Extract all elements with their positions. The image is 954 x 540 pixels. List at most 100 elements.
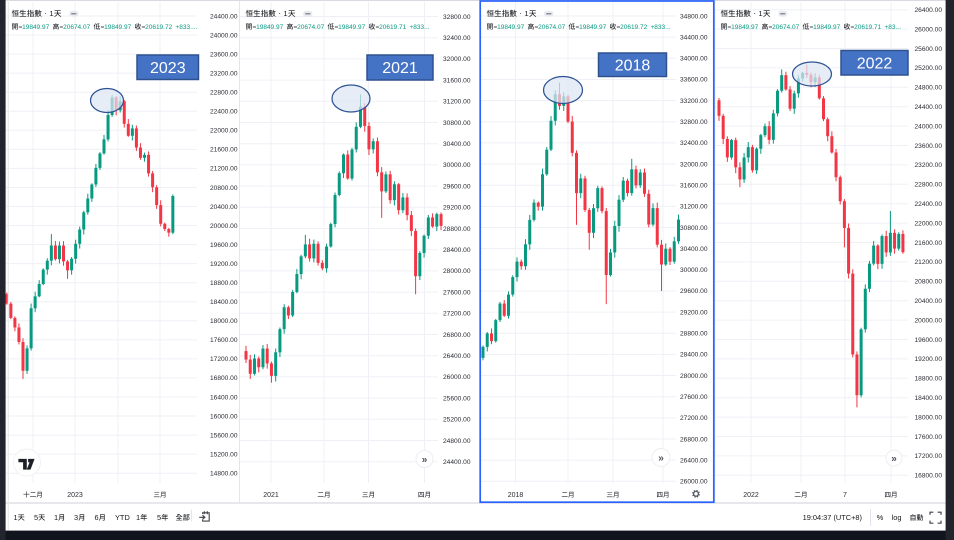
svg-text:24400.00: 24400.00 [915, 104, 943, 111]
svg-text:%: % [877, 513, 884, 522]
svg-text:=: = [494, 24, 498, 31]
svg-text:26800.00: 26800.00 [443, 332, 471, 339]
svg-text:24000.00: 24000.00 [915, 123, 943, 130]
svg-text:+833....: +833.... [176, 24, 198, 31]
svg-text:18800.00: 18800.00 [915, 376, 943, 383]
svg-text:1: 1 [758, 9, 762, 18]
svg-text:18400.00: 18400.00 [915, 395, 943, 402]
svg-text:26800.00: 26800.00 [680, 436, 708, 443]
svg-text:21600.00: 21600.00 [210, 147, 238, 154]
svg-text:32800.00: 32800.00 [443, 14, 471, 21]
svg-text:28800.00: 28800.00 [680, 331, 708, 338]
svg-text:19849.97: 19849.97 [579, 24, 606, 31]
svg-text:=: = [576, 24, 580, 31]
svg-text:20674.07: 20674.07 [63, 24, 90, 31]
svg-text:23600.00: 23600.00 [915, 143, 943, 150]
svg-text:26000.00: 26000.00 [443, 374, 471, 381]
svg-text:»: » [422, 454, 428, 465]
svg-text:+83...: +83... [885, 24, 902, 31]
svg-text:24800.00: 24800.00 [443, 438, 471, 445]
svg-text:20400.00: 20400.00 [915, 298, 943, 305]
svg-text:+833...: +833... [410, 24, 430, 31]
svg-text:19849.97: 19849.97 [731, 24, 758, 31]
svg-text:5: 5 [157, 513, 161, 522]
svg-text:22400.00: 22400.00 [210, 109, 238, 116]
svg-text:1: 1 [49, 9, 53, 18]
svg-text:19849.97: 19849.97 [497, 24, 524, 31]
svg-text:=: = [60, 24, 64, 31]
svg-text:17200.00: 17200.00 [915, 453, 943, 460]
svg-text:23200.00: 23200.00 [210, 71, 238, 78]
svg-text:26400.00: 26400.00 [915, 7, 943, 14]
svg-text:2022: 2022 [743, 492, 759, 499]
svg-text:17600.00: 17600.00 [210, 337, 238, 344]
svg-text:22000.00: 22000.00 [915, 220, 943, 227]
svg-text:17600.00: 17600.00 [915, 434, 943, 441]
svg-text:·: · [44, 9, 47, 18]
svg-text:18000.00: 18000.00 [210, 318, 238, 325]
svg-text:3: 3 [74, 513, 78, 522]
svg-text:20619.71: 20619.71 [854, 24, 881, 31]
svg-text:27200.00: 27200.00 [443, 311, 471, 318]
svg-text:6: 6 [95, 513, 99, 522]
svg-text:19:04:37 (UTC+8): 19:04:37 (UTC+8) [803, 513, 862, 522]
svg-text:=: = [617, 24, 621, 31]
svg-text:28400.00: 28400.00 [680, 352, 708, 359]
svg-text:20674.07: 20674.07 [772, 24, 799, 31]
svg-text:2023: 2023 [150, 60, 186, 77]
svg-text:28000.00: 28000.00 [680, 373, 708, 380]
svg-text:24000.00: 24000.00 [210, 32, 238, 39]
svg-text:14800.00: 14800.00 [210, 471, 238, 478]
svg-text:+833...: +833... [651, 24, 671, 31]
svg-text:34800.00: 34800.00 [680, 13, 708, 20]
svg-text:=: = [728, 24, 732, 31]
svg-text:2021: 2021 [263, 492, 279, 499]
svg-text:28800.00: 28800.00 [443, 226, 471, 233]
svg-text:26000.00: 26000.00 [680, 479, 708, 486]
svg-text:32400.00: 32400.00 [443, 35, 471, 42]
svg-text:31600.00: 31600.00 [443, 77, 471, 84]
svg-text:20800.00: 20800.00 [915, 279, 943, 286]
svg-text:15600.00: 15600.00 [210, 432, 238, 439]
svg-text:29600.00: 29600.00 [680, 288, 708, 295]
svg-text:16400.00: 16400.00 [210, 394, 238, 401]
svg-text:=: = [535, 24, 539, 31]
svg-text:19600.00: 19600.00 [915, 337, 943, 344]
svg-text:26400.00: 26400.00 [443, 353, 471, 360]
svg-text:log: log [892, 513, 902, 522]
svg-text:»: » [658, 453, 664, 464]
svg-text:1: 1 [54, 513, 58, 522]
svg-text:27600.00: 27600.00 [680, 394, 708, 401]
svg-text:30000.00: 30000.00 [443, 162, 471, 169]
svg-text:25200.00: 25200.00 [915, 65, 943, 72]
svg-text:30400.00: 30400.00 [443, 141, 471, 148]
svg-text:20674.07: 20674.07 [538, 24, 565, 31]
svg-text:=: = [19, 24, 23, 31]
svg-text:20800.00: 20800.00 [210, 185, 238, 192]
svg-text:19849.97: 19849.97 [104, 24, 131, 31]
svg-text:29200.00: 29200.00 [680, 309, 708, 316]
svg-text:·: · [519, 9, 522, 18]
svg-text:1: 1 [524, 9, 528, 18]
svg-text:30800.00: 30800.00 [443, 120, 471, 127]
svg-text:2018: 2018 [508, 492, 524, 499]
svg-text:7: 7 [843, 492, 847, 499]
svg-text:30000.00: 30000.00 [680, 267, 708, 274]
svg-text:21200.00: 21200.00 [210, 166, 238, 173]
svg-text:23200.00: 23200.00 [915, 162, 943, 169]
svg-text:=: = [294, 24, 298, 31]
svg-text:26400.00: 26400.00 [680, 457, 708, 464]
svg-text:34000.00: 34000.00 [680, 56, 708, 63]
svg-text:25200.00: 25200.00 [443, 417, 471, 424]
svg-text:5: 5 [34, 513, 38, 522]
svg-text:19849.97: 19849.97 [256, 24, 283, 31]
svg-text:30400.00: 30400.00 [680, 246, 708, 253]
svg-text:25600.00: 25600.00 [443, 395, 471, 402]
svg-text:21600.00: 21600.00 [915, 240, 943, 247]
svg-text:17200.00: 17200.00 [210, 356, 238, 363]
svg-text:27600.00: 27600.00 [443, 289, 471, 296]
svg-text:22000.00: 22000.00 [210, 128, 238, 135]
svg-text:·: · [278, 9, 281, 18]
svg-text:20619.72: 20619.72 [145, 24, 172, 31]
svg-text:=: = [376, 24, 380, 31]
